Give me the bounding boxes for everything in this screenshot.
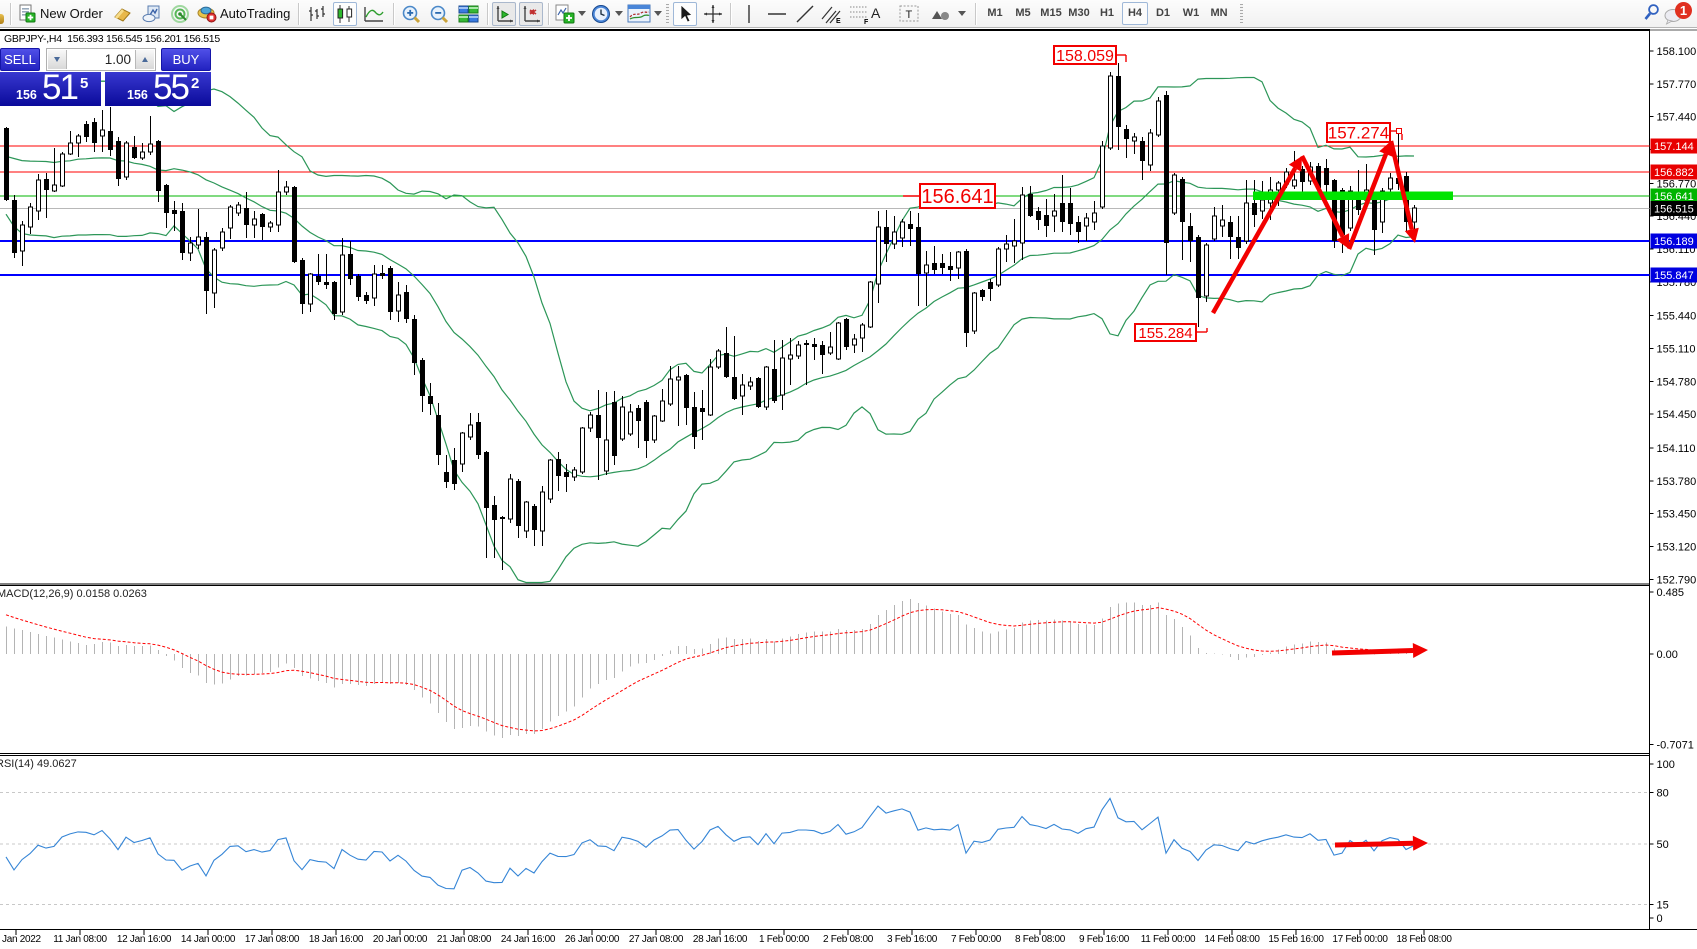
svg-text:8 Feb 08:00: 8 Feb 08:00 xyxy=(1015,934,1066,945)
svg-text:28 Jan 16:00: 28 Jan 16:00 xyxy=(693,934,748,945)
svg-text:0.00: 0.00 xyxy=(1657,649,1678,661)
svg-text:158.059: 158.059 xyxy=(1056,48,1114,65)
svg-text:9 Feb 16:00: 9 Feb 16:00 xyxy=(1079,934,1130,945)
svg-text:154.110: 154.110 xyxy=(1657,443,1696,455)
svg-text:153.450: 153.450 xyxy=(1657,509,1697,521)
svg-text:158.100: 158.100 xyxy=(1657,46,1697,58)
svg-text:15 Feb 16:00: 15 Feb 16:00 xyxy=(1268,934,1324,945)
svg-text:GBPJPY-,H4 156.393 156.545 15: GBPJPY-,H4 156.393 156.545 156.201 156.5… xyxy=(4,33,220,45)
svg-text:156.515: 156.515 xyxy=(1654,204,1694,216)
svg-text:-0.7071: -0.7071 xyxy=(1657,739,1694,751)
svg-text:80: 80 xyxy=(1657,787,1669,799)
svg-text:15: 15 xyxy=(1657,899,1669,911)
svg-text:7 Feb 00:00: 7 Feb 00:00 xyxy=(951,934,1002,945)
svg-text:156.882: 156.882 xyxy=(1654,167,1694,179)
svg-text:RSI(14) 49.0627: RSI(14) 49.0627 xyxy=(0,758,77,770)
svg-text:154.780: 154.780 xyxy=(1657,376,1697,388)
svg-text:3 Feb 16:00: 3 Feb 16:00 xyxy=(887,934,938,945)
svg-text:18 Feb 08:00: 18 Feb 08:00 xyxy=(1396,934,1452,945)
svg-text:MACD(12,26,9) 0.0158 0.0263: MACD(12,26,9) 0.0158 0.0263 xyxy=(0,588,147,600)
svg-text:50: 50 xyxy=(1657,839,1669,851)
svg-text:T: T xyxy=(906,9,913,21)
svg-text:153.120: 153.120 xyxy=(1657,542,1697,554)
svg-text:156.641: 156.641 xyxy=(921,186,993,208)
svg-text:2 Feb 08:00: 2 Feb 08:00 xyxy=(823,934,874,945)
svg-text:157.440: 157.440 xyxy=(1657,112,1697,124)
svg-text:156.641: 156.641 xyxy=(1654,191,1694,203)
svg-text:F: F xyxy=(864,19,869,25)
svg-text:154.450: 154.450 xyxy=(1657,409,1697,421)
svg-text:21 Jan 08:00: 21 Jan 08:00 xyxy=(437,934,492,945)
svg-text:11 Jan 08:00: 11 Jan 08:00 xyxy=(53,934,107,945)
svg-text:157.770: 157.770 xyxy=(1657,79,1697,91)
svg-text:14 Jan 00:00: 14 Jan 00:00 xyxy=(181,934,236,945)
svg-text:0.485: 0.485 xyxy=(1657,587,1685,599)
svg-text:156.770: 156.770 xyxy=(1657,178,1697,190)
svg-text:157.144: 157.144 xyxy=(1654,141,1694,153)
svg-text:18 Jan 16:00: 18 Jan 16:00 xyxy=(309,934,364,945)
svg-text:152.790: 152.790 xyxy=(1657,574,1697,586)
svg-text:0: 0 xyxy=(1657,913,1663,925)
svg-text:11 Feb 00:00: 11 Feb 00:00 xyxy=(1141,934,1196,945)
svg-text:155.440: 155.440 xyxy=(1657,311,1697,323)
svg-text:1 Feb 00:00: 1 Feb 00:00 xyxy=(759,934,810,945)
svg-text:14 Feb 08:00: 14 Feb 08:00 xyxy=(1204,934,1260,945)
svg-text:100: 100 xyxy=(1657,759,1675,771)
svg-text:17 Feb 00:00: 17 Feb 00:00 xyxy=(1332,934,1388,945)
svg-text:26 Jan 00:00: 26 Jan 00:00 xyxy=(565,934,620,945)
svg-text:E: E xyxy=(836,18,841,25)
svg-text:17 Jan 08:00: 17 Jan 08:00 xyxy=(245,934,300,945)
svg-text:153.780: 153.780 xyxy=(1657,476,1697,488)
svg-text:156.189: 156.189 xyxy=(1654,236,1694,248)
svg-text:12 Jan 16:00: 12 Jan 16:00 xyxy=(117,934,172,945)
svg-text:157.274: 157.274 xyxy=(1328,124,1389,143)
svg-text:24 Jan 16:00: 24 Jan 16:00 xyxy=(501,934,556,945)
svg-text:27 Jan 08:00: 27 Jan 08:00 xyxy=(629,934,684,945)
svg-text:155.847: 155.847 xyxy=(1654,270,1694,282)
svg-text:20 Jan 00:00: 20 Jan 00:00 xyxy=(373,934,428,945)
svg-text:155.110: 155.110 xyxy=(1657,344,1696,356)
svg-text:Jan 2022: Jan 2022 xyxy=(2,934,41,945)
svg-text:155.284: 155.284 xyxy=(1138,325,1192,342)
